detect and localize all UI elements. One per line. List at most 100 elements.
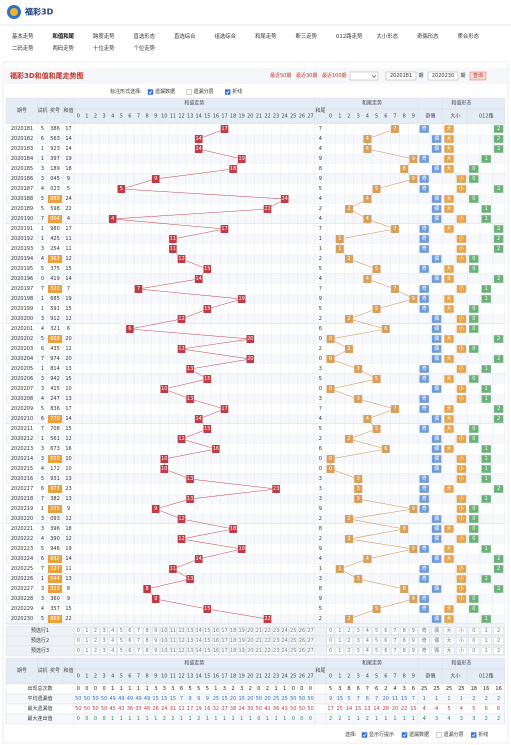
recent-link[interactable]: 最近50期 xyxy=(270,72,291,79)
preselect-cell[interactable] xyxy=(418,627,430,635)
preselect-cell[interactable] xyxy=(194,627,203,635)
preselect-cell[interactable] xyxy=(354,647,363,655)
preselect-cell[interactable] xyxy=(326,647,335,655)
preselect-cell[interactable] xyxy=(335,637,344,645)
preselect-cell[interactable] xyxy=(391,637,400,645)
preselect-cell[interactable] xyxy=(493,637,504,645)
preselect-cell[interactable] xyxy=(306,637,315,645)
preselect-cell[interactable] xyxy=(363,627,372,635)
footer-option[interactable]: 遗漏数据 xyxy=(409,731,429,738)
recent-link[interactable]: 最近30期 xyxy=(296,72,317,79)
preselect-cell[interactable] xyxy=(431,647,442,655)
preselect-cell[interactable] xyxy=(91,637,100,645)
preselect-cell[interactable] xyxy=(74,637,83,645)
preselect-cell[interactable] xyxy=(345,637,354,645)
preselect-cell[interactable] xyxy=(151,627,160,635)
preselect-cell[interactable] xyxy=(237,647,246,655)
preselect-cell[interactable] xyxy=(255,637,263,645)
recent-link[interactable]: 最近100期 xyxy=(322,72,347,79)
preselect-cell[interactable] xyxy=(255,647,263,655)
preselect-cell[interactable] xyxy=(335,647,344,655)
preselect-cell[interactable] xyxy=(100,647,108,655)
preselect-cell[interactable] xyxy=(372,647,381,655)
preselect-cell[interactable] xyxy=(143,637,151,645)
preselect-cell[interactable] xyxy=(134,627,143,635)
preselect-cell[interactable] xyxy=(381,647,390,655)
preselect-cell[interactable] xyxy=(108,647,117,655)
preselect-cell[interactable] xyxy=(134,647,143,655)
nav-link[interactable]: 012路走势 xyxy=(336,32,363,40)
preselect-cell[interactable] xyxy=(229,627,237,635)
preselect-cell[interactable] xyxy=(220,637,229,645)
nav-link[interactable]: 和尾走势 xyxy=(255,32,277,40)
preselect-cell[interactable] xyxy=(263,647,272,655)
preselect-cell[interactable] xyxy=(83,647,91,655)
preselect-cell[interactable] xyxy=(363,647,372,655)
preselect-cell[interactable] xyxy=(456,627,467,635)
preselect-cell[interactable] xyxy=(160,647,169,655)
preselect-cell[interactable] xyxy=(100,627,108,635)
preselect-cell[interactable] xyxy=(409,637,418,645)
footer-option[interactable]: 遗漏分层 xyxy=(444,731,464,738)
preselect-cell[interactable] xyxy=(186,647,194,655)
preselect-cell[interactable] xyxy=(418,647,430,655)
preselect-cell[interactable] xyxy=(431,637,442,645)
preselect-cell[interactable] xyxy=(108,627,117,635)
preselect-cell[interactable] xyxy=(281,627,289,635)
preselect-cell[interactable] xyxy=(272,647,280,655)
preselect-cell[interactable] xyxy=(229,637,237,645)
preselect-cell[interactable] xyxy=(203,637,212,645)
preselect-cell[interactable] xyxy=(212,637,220,645)
preselect-cell[interactable] xyxy=(381,627,390,635)
preselect-cell[interactable] xyxy=(194,637,203,645)
preselect-cell[interactable] xyxy=(391,647,400,655)
nav-link[interactable]: 组选综合 xyxy=(215,32,237,40)
preselect-cell[interactable] xyxy=(194,647,203,655)
option-label[interactable]: 遗漏分层 xyxy=(194,88,214,95)
period-select[interactable] xyxy=(349,71,379,81)
preselect-cell[interactable] xyxy=(354,637,363,645)
preselect-cell[interactable] xyxy=(246,647,255,655)
preselect-cell[interactable] xyxy=(126,637,134,645)
preselect-cell[interactable] xyxy=(177,637,186,645)
preselect-cell[interactable] xyxy=(160,637,169,645)
preselect-cell[interactable] xyxy=(237,637,246,645)
preselect-cell[interactable] xyxy=(298,647,306,655)
preselect-cell[interactable] xyxy=(493,647,504,655)
preselect-cell[interactable] xyxy=(326,637,335,645)
nav-link[interactable]: 质合形态 xyxy=(458,32,480,40)
preselect-cell[interactable] xyxy=(108,637,117,645)
nav-link[interactable]: 十位走势 xyxy=(93,44,115,52)
nav-link[interactable]: 断三走势 xyxy=(296,32,318,40)
footer-option[interactable]: 折线 xyxy=(478,731,488,738)
preselect-cell[interactable] xyxy=(169,647,177,655)
preselect-cell[interactable] xyxy=(326,627,335,635)
preselect-cell[interactable] xyxy=(443,647,455,655)
preselect-cell[interactable] xyxy=(151,637,160,645)
preselect-cell[interactable] xyxy=(160,627,169,635)
preselect-cell[interactable] xyxy=(143,627,151,635)
preselect-cell[interactable] xyxy=(83,627,91,635)
preselect-cell[interactable] xyxy=(480,637,492,645)
preselect-cell[interactable] xyxy=(272,627,280,635)
preselect-cell[interactable] xyxy=(212,627,220,635)
preselect-cell[interactable] xyxy=(117,647,126,655)
preselect-cell[interactable] xyxy=(255,627,263,635)
nav-link[interactable]: 基本走势 xyxy=(12,32,34,40)
nav-link[interactable]: 二码走势 xyxy=(12,44,34,52)
preselect-cell[interactable] xyxy=(289,647,297,655)
preselect-cell[interactable] xyxy=(298,637,306,645)
preselect-cell[interactable] xyxy=(263,627,272,635)
preselect-cell[interactable] xyxy=(186,627,194,635)
preselect-cell[interactable] xyxy=(91,647,100,655)
option-label[interactable]: 遗漏数据 xyxy=(155,88,175,95)
preselect-cell[interactable] xyxy=(443,627,455,635)
preselect-cell[interactable] xyxy=(431,627,442,635)
preselect-cell[interactable] xyxy=(281,647,289,655)
preselect-cell[interactable] xyxy=(400,627,409,635)
preselect-cell[interactable] xyxy=(391,627,400,635)
preselect-cell[interactable] xyxy=(134,637,143,645)
preselect-cell[interactable] xyxy=(354,627,363,635)
nav-link[interactable]: 奇偶形态 xyxy=(417,32,439,40)
preselect-cell[interactable] xyxy=(281,637,289,645)
